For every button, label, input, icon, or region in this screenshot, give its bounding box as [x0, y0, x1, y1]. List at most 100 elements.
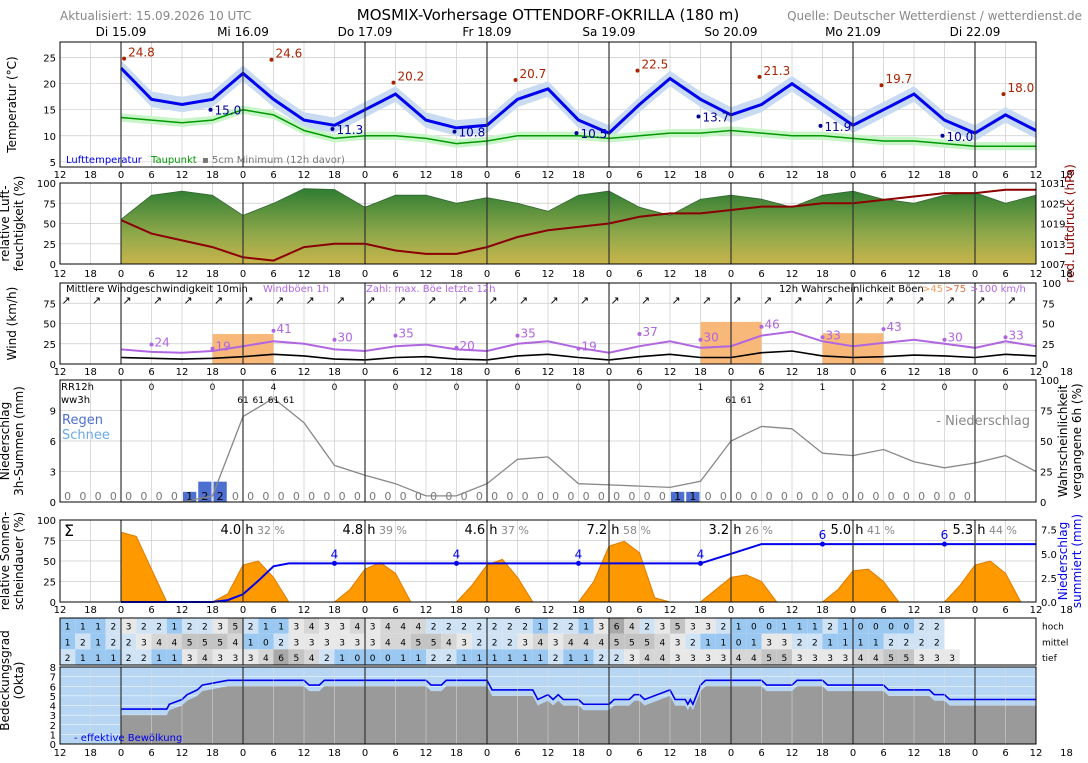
cloud-layer-value: 3 — [766, 638, 772, 648]
cloud-layer-cell — [410, 618, 426, 634]
cloud-layer-cell — [166, 633, 182, 650]
cloud-layer-cell — [380, 618, 396, 634]
cloud-layer-name: hoch — [1042, 623, 1064, 633]
cloud-layer-value: 3 — [141, 638, 147, 648]
cloud-layer-cell — [502, 618, 518, 634]
cloud-layer-value: 2 — [904, 638, 910, 648]
precip-value-label: 0 — [64, 490, 71, 503]
cloud-layer-value: 2 — [644, 623, 650, 633]
hour-tick-label: 18 — [84, 170, 97, 181]
cloud-layer-cell — [258, 618, 274, 634]
cloud-layer-value: 3 — [843, 654, 849, 664]
cloud-layer-cell — [853, 633, 869, 650]
max-temp-label: 20.2 — [398, 70, 425, 84]
cloud-layer-cell — [609, 618, 625, 634]
cloud-layer-cell — [304, 618, 320, 634]
hour-tick-label: 6 — [880, 170, 886, 181]
plot-area: Di 15.09 Mi 16.09 Do 17.09 Fr 18.09 Sa 19.09… — [0, 25, 1084, 759]
cumulative-precip-label: 4 — [697, 547, 705, 561]
hour-tick-label: 18 — [206, 605, 219, 616]
pressure-ytick: 1019 — [1040, 220, 1065, 231]
cloud-layer-value: 1 — [95, 623, 101, 633]
day-label: Do 17.09 — [338, 25, 393, 39]
hour-tick-label: 18 — [694, 748, 707, 759]
hour-tick-label: 0 — [118, 269, 124, 280]
daily-sun-hours: 4.6 h — [464, 523, 497, 538]
cloud-layer-cell — [136, 649, 152, 665]
max-temp-label: 24.6 — [276, 47, 303, 61]
hour-tick-label: 6 — [392, 367, 398, 378]
hour-tick-label: 6 — [392, 605, 398, 616]
cloud-layer-value: 4 — [446, 638, 452, 648]
cloud-layer-cell — [578, 649, 594, 665]
cloud-layer-cell — [197, 633, 213, 650]
rr12h-value: 0 — [454, 383, 460, 393]
hour-tick-label: 0 — [240, 170, 246, 181]
precip-value-label: 0 — [872, 490, 879, 503]
hour-tick-label: 18 — [816, 170, 829, 181]
hour-tick-label: 12 — [908, 748, 921, 759]
cloud-layer-value: 2 — [111, 638, 117, 648]
hour-tick-label: 12 — [1030, 605, 1043, 616]
legend-gust-100: >100 km/h — [970, 284, 1026, 295]
cloud-layer-cell — [197, 649, 213, 665]
ww3h-value: 61 — [725, 396, 736, 406]
legend-rain: Regen — [62, 413, 103, 428]
cloud-layer-value: 2 — [553, 654, 559, 664]
cloud-layer-value: 1 — [278, 623, 284, 633]
cloud-layer-value: 5 — [904, 654, 910, 664]
cloud-layer-value: 4 — [583, 638, 589, 648]
cloud-layer-cell — [609, 649, 625, 665]
cloud-layer-cell — [471, 618, 487, 634]
cloud-layer-cell — [517, 633, 533, 650]
cloud-layer-value: 4 — [568, 638, 574, 648]
cloud-layer-value: 3 — [782, 638, 788, 648]
hum-ytick: 25 — [43, 240, 56, 251]
day-label: So 20.09 — [704, 25, 757, 39]
wind-ytick: 75 — [43, 299, 56, 310]
cloud-layer-value: 1 — [583, 623, 589, 633]
cloud-layer-cell — [212, 649, 228, 665]
day-label: Di 22.09 — [950, 25, 1001, 39]
precip-prob-ytick: 100 — [1040, 376, 1059, 387]
cloud-layer-value: 2 — [431, 654, 437, 664]
max-gust-label: 33 — [1009, 328, 1024, 342]
gust-prob-ytick: 75 — [1042, 299, 1055, 310]
cloud-ytick: 8 — [50, 663, 56, 674]
cloud-layer-cell — [883, 618, 899, 634]
cloud-layer-cell — [792, 633, 808, 650]
wind-direction-icon: ↗ — [427, 294, 436, 307]
hour-tick-label: 6 — [758, 170, 764, 181]
hour-tick-label: 18 — [328, 269, 341, 280]
cloud-layer-value: 3 — [309, 638, 315, 648]
rr12h-label: RR12h — [61, 382, 94, 393]
min-temp-label: 10.5 — [581, 127, 608, 141]
wind-direction-icon: ↗ — [244, 294, 253, 307]
cloud-layer-value: 0 — [370, 654, 376, 664]
wind-direction-icon: ↗ — [397, 294, 406, 307]
cloud-layer-value: 0 — [736, 638, 742, 648]
cloud-layer-value: 0 — [355, 654, 361, 664]
hour-tick-label: 6 — [270, 748, 276, 759]
cloud-layer-value: 1 — [843, 623, 849, 633]
rr12h-value: 0 — [637, 383, 643, 393]
hour-tick-label: 18 — [84, 748, 97, 759]
precip-value-label: 0 — [278, 490, 285, 503]
cloud-layer-value: 5 — [217, 638, 223, 648]
cloud-ytick: 0 — [50, 740, 56, 751]
cloud-layer-cell — [365, 633, 381, 650]
hour-tick-label: 18 — [816, 367, 829, 378]
hour-tick-label: 12 — [420, 170, 433, 181]
temperature-line — [119, 66, 1037, 135]
hour-tick-label: 18 — [816, 748, 829, 759]
precip-value-label: 0 — [491, 490, 498, 503]
cloud-layer-value: 1 — [80, 623, 86, 633]
hour-tick-label: 12 — [54, 367, 67, 378]
cloud-layer-value: 2 — [553, 623, 559, 633]
cloud-layer-value: 1 — [782, 623, 788, 633]
precip-value-label: 0 — [842, 490, 849, 503]
cloud-layer-value: 2 — [126, 654, 132, 664]
hour-tick-label: 12 — [176, 748, 189, 759]
cloud-layer-value: 5 — [629, 638, 635, 648]
hour-tick-label: 6 — [1002, 269, 1008, 280]
